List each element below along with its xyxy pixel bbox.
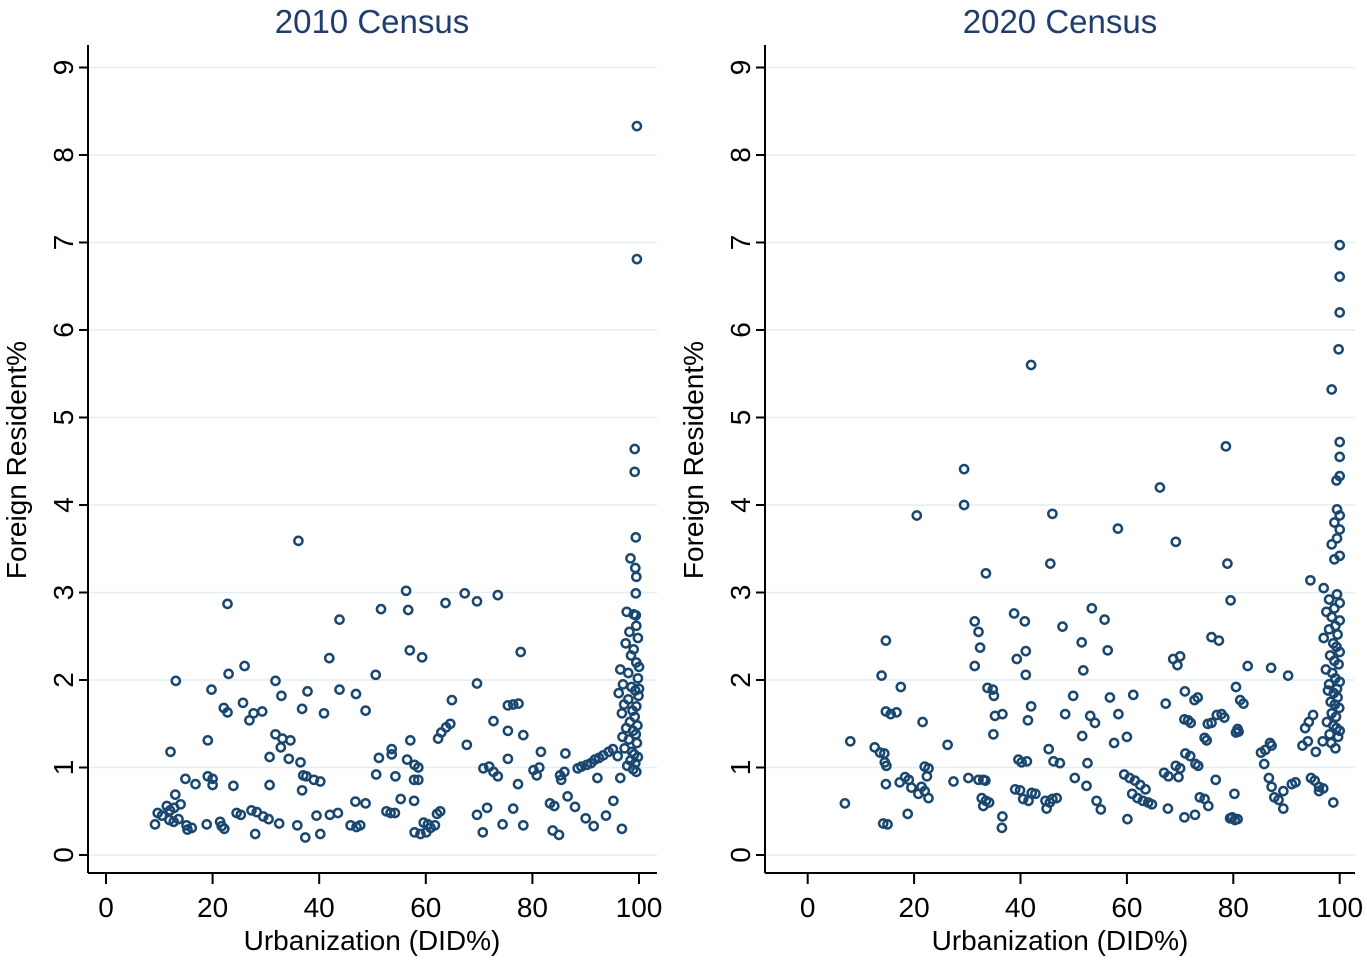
y-tick-label: 3 (725, 585, 756, 601)
data-points-2020 (839, 239, 1346, 834)
y-tick-label: 2 (725, 672, 756, 688)
y-axis-label-2010: Foreign Resident% (1, 341, 32, 579)
x-tick-label: 100 (616, 892, 663, 923)
x-tick-label: 40 (304, 892, 335, 923)
x-axis-label-2020: Urbanization (DID%) (932, 925, 1189, 956)
x-tick-label: 40 (1005, 892, 1036, 923)
panel-2020: 2020 Census Foreign Resident% Urbanizati… (678, 3, 1363, 956)
x-tick-label: 0 (98, 892, 114, 923)
x-tick-label: 60 (410, 892, 441, 923)
x-tick-label: 60 (1111, 892, 1142, 923)
tick-labels-2020: 0 1 2 3 4 5 6 7 8 9 0 20 40 60 80 100 (725, 60, 1363, 923)
x-tick-label: 100 (1316, 892, 1363, 923)
x-tick-label: 20 (899, 892, 930, 923)
y-tick-label: 6 (725, 322, 756, 338)
y-tick-label: 9 (48, 60, 79, 76)
y-tick-label: 6 (48, 322, 79, 338)
y-tick-label: 4 (48, 497, 79, 513)
y-tick-label: 1 (48, 760, 79, 776)
y-tick-label: 9 (725, 60, 756, 76)
panel-title-2010: 2010 Census (275, 3, 469, 40)
x-axis-label-2010: Urbanization (DID%) (244, 925, 501, 956)
data-points-2010 (149, 120, 645, 843)
y-tick-label: 8 (48, 147, 79, 163)
x-tick-label: 80 (517, 892, 548, 923)
y-tick-label: 5 (48, 410, 79, 426)
y-axis-label-2020: Foreign Resident% (678, 341, 709, 579)
y-tick-label: 4 (725, 497, 756, 513)
y-tick-label: 0 (725, 847, 756, 863)
y-tick-label: 5 (725, 410, 756, 426)
axes-2020 (756, 45, 1355, 884)
y-tick-label: 3 (48, 585, 79, 601)
axes-2010 (79, 45, 657, 884)
panel-2010: 2010 Census Foreign Resident% Urbanizati… (1, 3, 662, 956)
x-tick-label: 20 (197, 892, 228, 923)
y-tick-label: 1 (725, 760, 756, 776)
y-tick-label: 7 (48, 235, 79, 251)
y-tick-label: 8 (725, 147, 756, 163)
x-tick-label: 80 (1218, 892, 1249, 923)
gridlines-2020 (765, 66, 1355, 856)
x-tick-label: 0 (800, 892, 816, 923)
y-tick-label: 2 (48, 672, 79, 688)
y-tick-label: 7 (725, 235, 756, 251)
gridlines-2010 (88, 66, 657, 856)
tick-labels-2010: 0 1 2 3 4 5 6 7 8 9 0 20 40 60 80 100 (48, 60, 662, 923)
y-tick-label: 0 (48, 847, 79, 863)
panel-title-2020: 2020 Census (963, 3, 1157, 40)
